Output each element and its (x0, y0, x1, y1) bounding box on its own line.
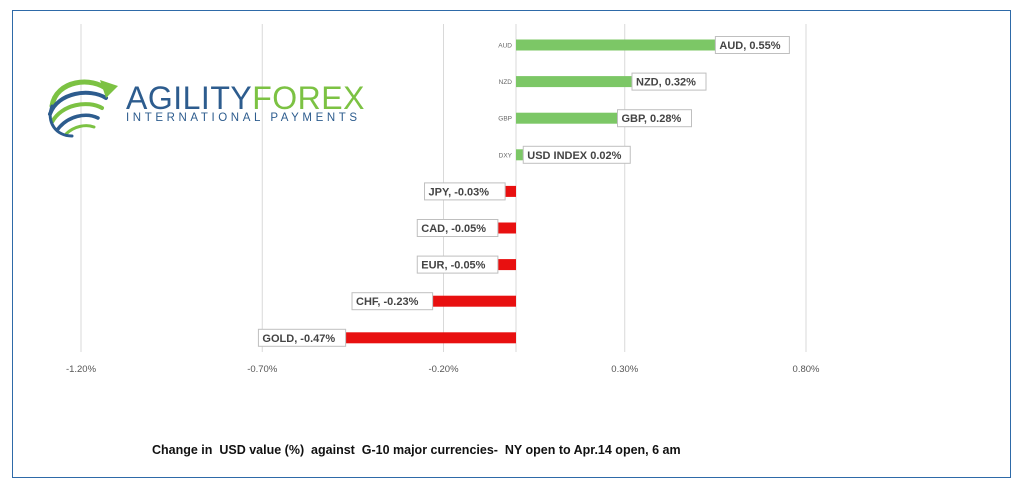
brand-tagline: INTERNATIONAL PAYMENTS (126, 112, 361, 124)
data-label-text: GOLD, -0.47% (262, 333, 335, 345)
bar-jpy (505, 185, 516, 197)
chart-caption: Change in USD value (%) against G-10 maj… (152, 443, 681, 457)
bar-dxy (516, 149, 524, 161)
data-labels: AUD, 0.55% NZD, 0.32% GBP, 0.28% USD INDEX … (257, 36, 790, 347)
data-label-box (416, 219, 499, 237)
bars (345, 39, 716, 344)
data-label-box (631, 72, 707, 91)
data-label: GBP, 0.28% (617, 109, 692, 128)
data-label-box (617, 109, 692, 128)
data-label-box (714, 36, 790, 54)
data-label-box (351, 292, 434, 311)
brand-name-part2: FOREX (252, 80, 365, 116)
data-label-text: USD INDEX 0.02% (527, 150, 621, 162)
data-label-text: GBP, 0.28% (622, 113, 682, 125)
data-label: CAD, -0.05% (416, 219, 499, 237)
x-tick-label: -0.20% (428, 364, 459, 375)
data-label-box (257, 328, 347, 347)
data-label-text: CAD, -0.05% (421, 223, 486, 235)
data-label: CHF, -0.23% (351, 292, 434, 311)
data-label-text: AUD, 0.55% (719, 40, 780, 52)
bar-gold (345, 332, 516, 344)
brand-name-part1: AGILITY (126, 80, 253, 116)
data-label-box (522, 145, 631, 164)
data-label-box (416, 255, 499, 274)
x-tick-label: -1.20% (66, 364, 97, 375)
data-label-text: JPY, -0.03% (429, 186, 490, 198)
x-tick-label: 0.80% (793, 364, 820, 375)
category-label: GBP (498, 116, 512, 123)
x-axis-tick-labels: -1.20% -0.70% -0.20% 0.30% 0.80% (66, 364, 820, 375)
brand-name: AGILITYFOREX (126, 82, 365, 114)
data-label: USD INDEX 0.02% (522, 145, 631, 164)
bar-aud (516, 39, 716, 51)
data-label: JPY, -0.03% (424, 182, 506, 201)
bar-nzd (516, 76, 632, 88)
data-label: EUR, -0.05% (416, 255, 499, 274)
data-label-box (424, 182, 506, 201)
data-label: GOLD, -0.47% (257, 328, 347, 347)
bar-chf (432, 295, 516, 307)
chart-frame (12, 10, 1011, 478)
x-tick-label: 0.30% (611, 364, 638, 375)
data-label: NZD, 0.32% (631, 72, 707, 91)
data-label-text: CHF, -0.23% (356, 296, 419, 308)
bar-gbp (516, 112, 618, 124)
x-tick-label: -0.70% (247, 364, 278, 375)
data-label-text: EUR, -0.05% (421, 260, 485, 272)
category-label: NZD (499, 79, 513, 86)
category-label: DXY (499, 152, 513, 159)
data-label-text: NZD, 0.32% (636, 77, 696, 89)
category-label: AUD (498, 43, 512, 50)
bar-eur (497, 259, 516, 271)
swirl-arrow-icon (48, 79, 118, 138)
data-label: AUD, 0.55% (714, 36, 790, 54)
category-labels: AUD NZD GBP DXY (498, 43, 512, 160)
bar-cad (497, 222, 516, 234)
